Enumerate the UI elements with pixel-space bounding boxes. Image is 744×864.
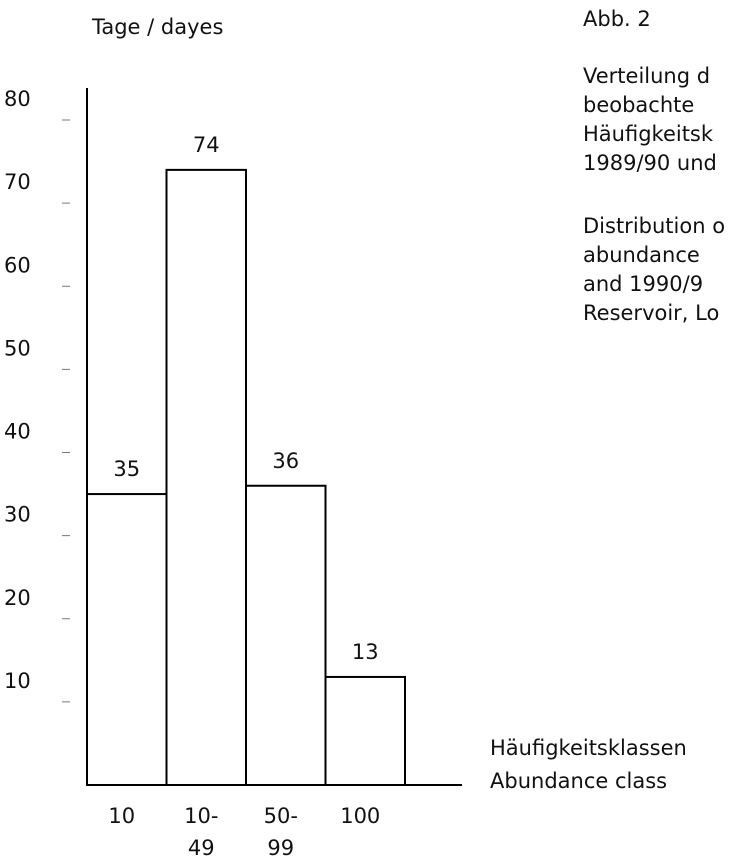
caption-line: abundance (583, 243, 700, 267)
y-tick-label: 10 (4, 669, 31, 693)
value-label: 74 (193, 133, 220, 157)
bar (324, 675, 406, 786)
bar (86, 493, 168, 786)
x-axis-label-line: Abundance class (490, 769, 668, 793)
y-tick-label: 40 (4, 420, 31, 444)
y-axis-label: Tage / dayes (91, 15, 223, 39)
chart-title: Abb. 2 (583, 7, 651, 31)
x-tick-label: 50- 99 (263, 804, 298, 860)
x-tick-label: 10- 49 (184, 804, 219, 860)
caption-line: and 1990/9 (583, 272, 704, 296)
bar (245, 484, 327, 786)
y-tick-label: 50 (4, 336, 31, 360)
value-label: 13 (352, 640, 379, 664)
bar (165, 168, 247, 786)
caption-line: Distribution o (583, 214, 726, 238)
caption-line: 1989/90 und (583, 151, 717, 175)
x-tick-label: 100 (340, 804, 381, 828)
y-tick-label: 80 (4, 87, 31, 111)
y-tick-label: 70 (4, 170, 31, 194)
caption-line: Reservoir, Lo (583, 301, 720, 325)
caption-line: beobachte (583, 93, 695, 117)
x-tick-label: 10 (108, 804, 136, 828)
x-axis-label-line: Häufigkeitsklassen (490, 736, 687, 760)
value-label: 35 (113, 457, 140, 481)
caption-line: Verteilung d (583, 64, 711, 88)
y-tick-label: 20 (4, 586, 31, 610)
caption-line: Häufigkeitsk (583, 122, 714, 146)
value-label: 36 (272, 449, 299, 473)
y-tick-label: 60 (4, 253, 31, 277)
y-tick-label: 30 (4, 503, 31, 527)
